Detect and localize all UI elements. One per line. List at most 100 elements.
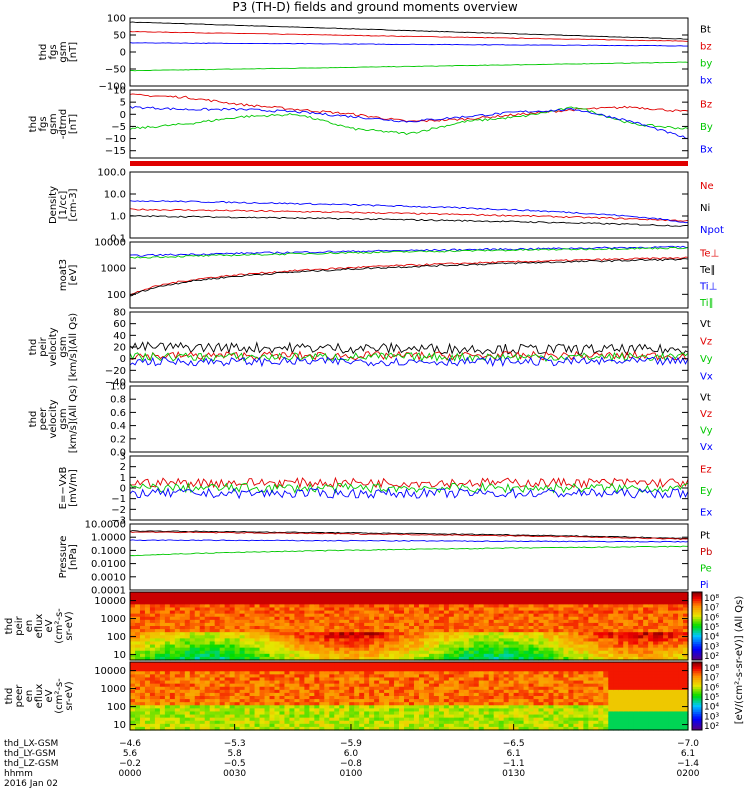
heatmap-cell — [558, 650, 565, 655]
heatmap-cell — [503, 626, 510, 630]
heatmap-cell — [409, 665, 415, 669]
heatmap-cell — [244, 674, 251, 679]
heatmap-cell — [174, 677, 181, 682]
heatmap-cell — [423, 680, 430, 685]
heatmap-cell — [394, 629, 400, 633]
heatmap-cell — [443, 726, 450, 731]
heatmap-cell — [528, 616, 535, 621]
heatmap-cell — [279, 711, 286, 716]
heatmap-cell — [438, 726, 445, 731]
heatmap-cell — [174, 607, 181, 612]
heatmap-cell — [394, 626, 400, 630]
heatmap-cell — [214, 665, 221, 669]
heatmap-cell — [628, 662, 634, 666]
heatmap-cell — [588, 653, 594, 658]
heatmap-cell — [453, 610, 460, 615]
heatmap-cell — [304, 653, 310, 658]
heatmap-cell — [513, 720, 520, 725]
heatmap-cell — [199, 598, 206, 602]
heatmap-cell — [438, 622, 445, 627]
heatmap-cell — [264, 726, 271, 731]
heatmap-cell — [603, 711, 609, 716]
heatmap-cell — [473, 592, 480, 596]
heatmap-cell — [209, 689, 216, 694]
heatmap-cell — [334, 699, 340, 703]
heatmap-cell — [468, 699, 475, 703]
heatmap-cell — [628, 696, 634, 700]
heatmap-cell — [174, 705, 181, 709]
heatmap-cell — [409, 662, 415, 666]
heatmap-cell — [354, 723, 360, 728]
heatmap-cell — [568, 662, 575, 666]
heatmap-cell — [638, 638, 644, 643]
heatmap-cell — [633, 677, 639, 682]
ytick-label: 10.0000 — [85, 520, 126, 531]
heatmap-cell — [478, 692, 485, 697]
heatmap-cell — [144, 607, 151, 612]
heatmap-cell — [359, 708, 365, 713]
heatmap-cell — [488, 686, 495, 691]
heatmap-cell — [478, 647, 485, 652]
heatmap-cell — [498, 714, 505, 719]
heatmap-cell — [658, 656, 664, 661]
heatmap-cell — [588, 604, 594, 609]
heatmap-cell — [468, 622, 475, 627]
heatmap-cell — [423, 692, 430, 697]
heatmap-cell — [314, 647, 320, 652]
heatmap-cell — [453, 653, 460, 658]
heatmap-cell — [613, 629, 619, 633]
heatmap-cell — [134, 604, 141, 609]
heatmap-cell — [234, 686, 241, 691]
heatmap-cell — [299, 699, 305, 703]
heatmap-cell — [478, 686, 485, 691]
heatmap-cell — [613, 699, 619, 703]
heatmap-cell — [319, 638, 325, 643]
heatmap-cell — [428, 622, 435, 627]
heatmap-cell — [374, 629, 380, 633]
heatmap-cell — [279, 683, 286, 688]
heatmap-cell — [329, 635, 335, 639]
heatmap-cell — [130, 692, 136, 697]
heatmap-cell — [428, 680, 435, 685]
heatmap-cell — [159, 607, 166, 612]
heatmap-cell — [448, 692, 455, 697]
heatmap-cell — [658, 610, 664, 615]
heatmap-cell — [369, 607, 375, 612]
heatmap-cell — [294, 708, 300, 713]
heatmap-cell — [304, 711, 310, 716]
heatmap-cell — [513, 696, 520, 700]
heatmap-cell — [164, 622, 171, 627]
heatmap-peer_spec — [130, 662, 689, 731]
heatmap-cell — [578, 705, 584, 709]
heatmap-cell — [169, 717, 176, 722]
heatmap-cell — [189, 632, 196, 636]
heatmap-cell — [588, 723, 594, 728]
heatmap-cell — [309, 662, 315, 666]
heatmap-cell — [483, 686, 490, 691]
heatmap-cell — [349, 644, 355, 649]
heatmap-cell — [274, 720, 281, 725]
heatmap-cell — [538, 622, 545, 627]
heatmap-cell — [264, 644, 271, 649]
heatmap-cell — [508, 604, 515, 609]
heatmap-cell — [683, 604, 689, 609]
heatmap-cell — [319, 632, 325, 636]
heatmap-cell — [314, 689, 320, 694]
heatmap-cell — [443, 601, 450, 605]
heatmap-cell — [314, 662, 320, 666]
heatmap-cell — [299, 711, 305, 716]
heatmap-cell — [568, 601, 575, 605]
heatmap-cell — [324, 680, 330, 685]
heatmap-cell — [483, 607, 490, 612]
heatmap-cell — [304, 656, 310, 661]
heatmap-cell — [518, 671, 525, 675]
heatmap-cell — [349, 702, 355, 706]
heatmap-cell — [174, 647, 181, 652]
heatmap-cell — [613, 680, 619, 685]
heatmap-cell — [573, 662, 579, 666]
heatmap-cell — [483, 671, 490, 675]
heatmap-cell — [349, 714, 355, 719]
heatmap-cell — [144, 613, 151, 618]
heatmap-cell — [438, 720, 445, 725]
